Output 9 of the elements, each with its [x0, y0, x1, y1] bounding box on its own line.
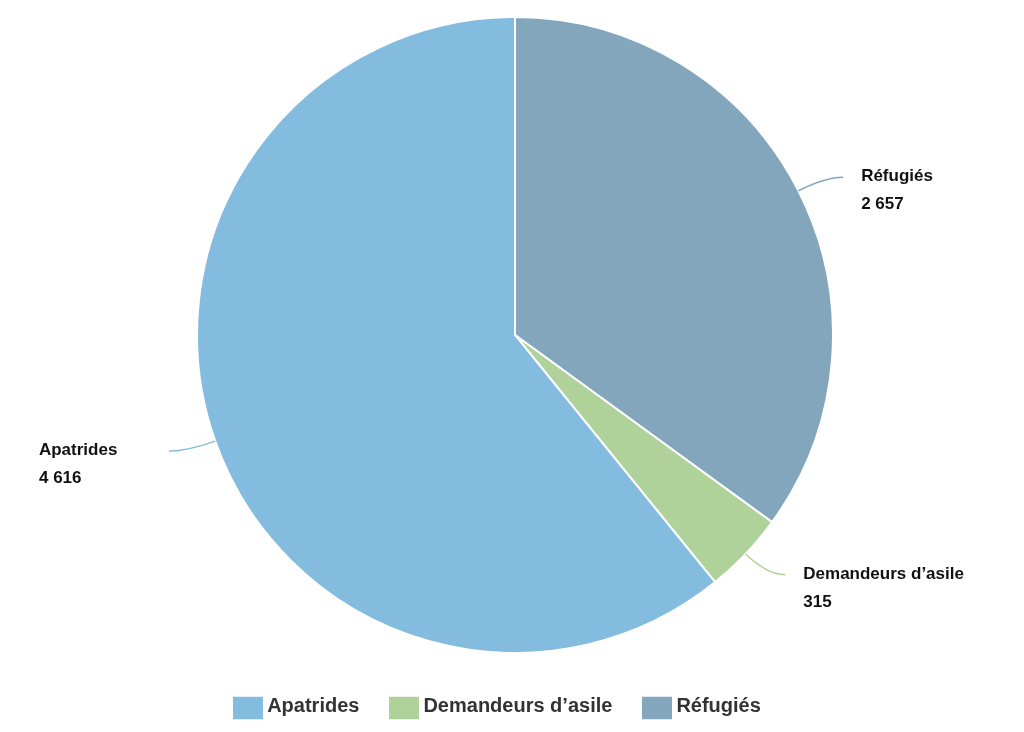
data-label: 2 657: [861, 194, 904, 214]
legend-label: Demandeurs d’asile: [423, 694, 613, 717]
legend-label: Apatrides: [267, 694, 360, 717]
slice-label: Réfugiés: [861, 166, 933, 186]
legend-label: Réfugiés: [676, 694, 761, 717]
data-label: 315: [803, 591, 832, 611]
slice-label: Demandeurs d’asile: [803, 563, 964, 583]
slice-label: Apatrides: [38, 440, 118, 460]
data-label: 4 616: [38, 468, 82, 488]
